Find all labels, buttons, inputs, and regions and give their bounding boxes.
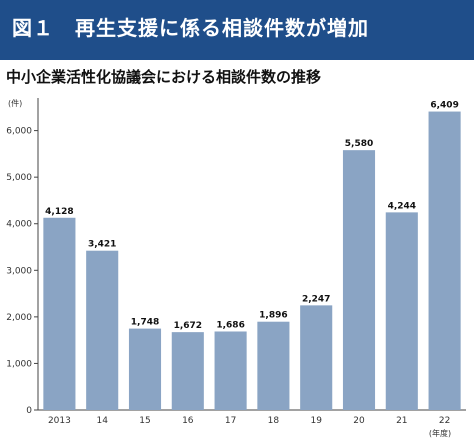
- bar: [43, 217, 76, 410]
- bar: [342, 150, 376, 411]
- x-tick-label: 16: [182, 416, 194, 426]
- y-tick-label: 5,000: [6, 173, 32, 183]
- x-axis-unit: (年度): [429, 428, 451, 438]
- bar: [86, 250, 119, 410]
- bar: [300, 305, 333, 410]
- x-tick-label: 2013: [48, 416, 71, 426]
- data-label: 1,748: [131, 318, 159, 328]
- y-ticks: 0 1,000 2,000 3,000 4,000 5,000 6,000: [6, 127, 38, 416]
- bars: 4,128 2013 3,421 14 1,748 15 1,672 16 1,686 17 1,8…: [43, 101, 461, 426]
- y-tick-label: 1,000: [6, 359, 32, 369]
- figure-banner: 図１ 再生支援に係る相談件数が増加: [0, 0, 474, 60]
- y-tick-label: 2,000: [6, 313, 32, 323]
- chart-title: 中小企業活性化協議会における相談件数の推移: [6, 68, 322, 86]
- bar: [128, 328, 162, 410]
- bar: [385, 212, 418, 410]
- data-label: 5,580: [345, 139, 373, 149]
- x-tick-label: 19: [310, 416, 322, 426]
- bar: [257, 321, 290, 410]
- x-tick-label: 18: [268, 416, 280, 426]
- data-label: 1,896: [259, 311, 287, 321]
- y-tick-label: 0: [26, 406, 32, 416]
- x-tick-label: 14: [96, 416, 108, 426]
- bar: [214, 331, 247, 410]
- bar-chart: (件) (年度) 0 1,000 2,000 3,000 4,000 5,000 6,000…: [6, 98, 466, 438]
- data-label: 1,686: [216, 320, 244, 330]
- data-label: 4,128: [45, 207, 73, 217]
- x-tick-label: 20: [353, 416, 365, 426]
- bar: [171, 332, 204, 410]
- data-label: 2,247: [302, 294, 330, 304]
- data-label: 1,672: [174, 321, 202, 331]
- bar: [428, 111, 461, 411]
- y-tick-label: 6,000: [6, 127, 32, 137]
- x-tick-label: 17: [225, 416, 236, 426]
- data-label: 4,244: [388, 201, 416, 211]
- y-tick-label: 3,000: [6, 266, 32, 276]
- figure-title: 図１ 再生支援に係る相談件数が増加: [12, 16, 369, 40]
- y-tick-label: 4,000: [6, 220, 32, 230]
- x-tick-label: 21: [396, 416, 407, 426]
- x-tick-label: 15: [139, 416, 150, 426]
- data-label: 6,409: [430, 101, 458, 111]
- x-tick-label: 22: [439, 416, 450, 426]
- y-axis-unit: (件): [8, 98, 22, 108]
- data-label: 3,421: [88, 240, 116, 250]
